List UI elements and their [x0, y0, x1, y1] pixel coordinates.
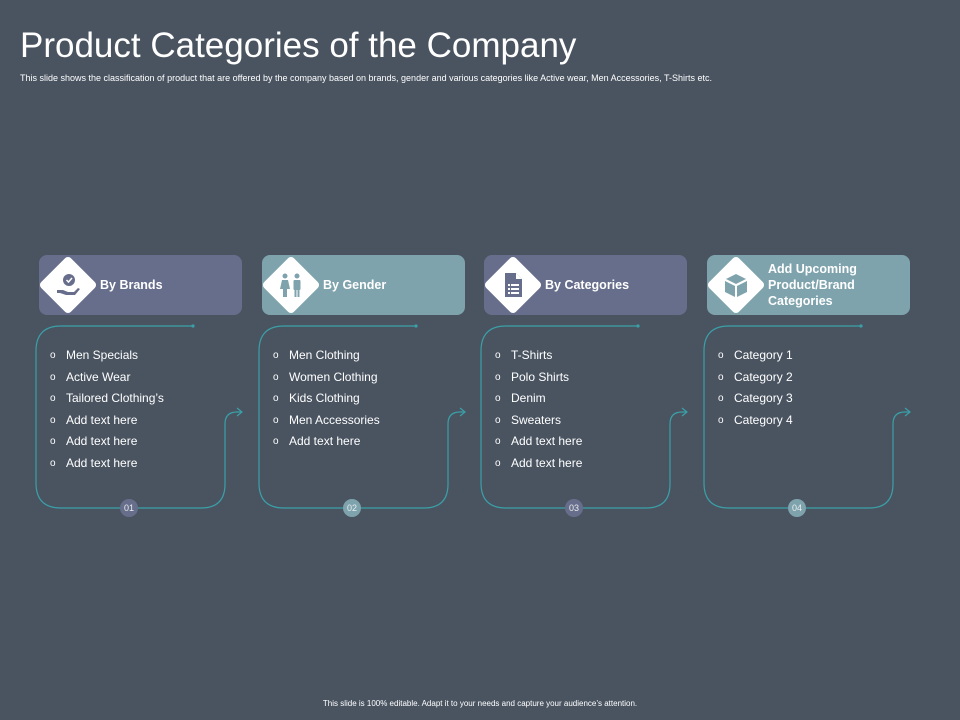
list-item: o Men Clothing: [273, 348, 380, 370]
step-number-badge: 03: [565, 499, 583, 517]
page-title: Product Categories of the Company: [20, 26, 577, 65]
bullet-icon: o: [50, 350, 56, 361]
bullet-icon: o: [495, 457, 501, 469]
bullet-icon: o: [50, 371, 56, 383]
list-item-text: Women Clothing: [289, 369, 378, 384]
list-item: o Women Clothing: [273, 370, 380, 392]
list-item: o Category 1: [718, 348, 793, 370]
bullet-icon: o: [718, 393, 724, 405]
category-title: By Gender: [323, 278, 387, 292]
list-item-text: Add text here: [511, 434, 583, 449]
bullet-icon: o: [718, 350, 724, 361]
list-item: o Men Accessories: [273, 413, 380, 435]
list-item-text: Active Wear: [66, 369, 131, 384]
category-item-list: o Category 1 o Category 2 o Category 3 o Catego…: [718, 348, 793, 434]
list-item-text: Polo Shirts: [511, 369, 570, 384]
step-number-badge: 01: [120, 499, 138, 517]
list-item-text: Add text here: [66, 455, 138, 470]
list-item-text: Add text here: [66, 412, 138, 427]
bullet-icon: o: [495, 414, 501, 426]
bullet-icon: o: [50, 436, 56, 448]
list-item: o Add text here: [495, 434, 582, 456]
list-item-text: Add text here: [289, 434, 361, 449]
bullet-icon: o: [495, 436, 501, 448]
bullet-icon: o: [50, 393, 56, 405]
bullet-icon: o: [718, 414, 724, 426]
list-item: o Tailored Clothing’s: [50, 391, 164, 413]
list-item-text: Category 2: [734, 369, 793, 384]
box-icon: [721, 270, 751, 300]
step-number-badge: 02: [343, 499, 361, 517]
category-column-3: By Categories o T-Shirts o Polo Shirts o Deni…: [480, 0, 704, 720]
list-item-text: Men Accessories: [289, 412, 380, 427]
list-item-text: Tailored Clothing’s: [66, 391, 164, 406]
bullet-icon: o: [495, 393, 501, 405]
category-title: By Categories: [545, 278, 630, 292]
bullet-icon: o: [50, 414, 56, 426]
list-item-text: Category 3: [734, 391, 793, 406]
list-item-text: Category 4: [734, 412, 793, 427]
list-item: o Men Specials: [50, 348, 164, 370]
category-header-card[interactable]: By Brands: [38, 255, 242, 315]
list-item-text: Sweaters: [511, 412, 562, 427]
list-item: o Category 4: [718, 413, 793, 435]
list-item-text: Kids Clothing: [289, 391, 360, 406]
category-title: Add Upcoming Product/Brand Categories: [768, 262, 857, 308]
list-item-text: Add text here: [511, 455, 583, 470]
page-subtitle: This slide shows the classification of p…: [20, 73, 713, 83]
bullet-icon: o: [273, 414, 279, 426]
list-item: o Add text here: [50, 413, 164, 435]
bullet-icon: o: [273, 350, 279, 361]
list-item: o T-Shirts: [495, 348, 582, 370]
bullet-icon: o: [495, 350, 501, 361]
footer-note: This slide is 100% editable. Adapt it to…: [322, 699, 638, 708]
category-item-list: o Men Specials o Active Wear o Tailored Cloth…: [50, 348, 164, 478]
list-item: o Kids Clothing: [273, 391, 380, 413]
list-item: o Polo Shirts: [495, 370, 582, 392]
list-item: o Sweaters: [495, 413, 582, 435]
man-woman-icon: [276, 270, 306, 300]
step-number-badge: 04: [788, 499, 806, 517]
category-item-list: o Men Clothing o Women Clothing o Kids Clothi…: [273, 348, 380, 456]
list-item-text: Category 1: [734, 348, 793, 362]
list-item: o Add text here: [495, 456, 582, 478]
bullet-icon: o: [50, 457, 56, 469]
list-item: o Category 2: [718, 370, 793, 392]
category-header-card[interactable]: By Categories: [483, 255, 687, 315]
list-item-text: T-Shirts: [511, 348, 553, 362]
bullet-icon: o: [273, 393, 279, 405]
category-column-2: By Gender o Men Clothing o Women Clothing o K…: [258, 0, 482, 720]
category-item-list: o T-Shirts o Polo Shirts o Denim o Sweaters o Add…: [495, 348, 582, 478]
hand-badge-icon: [53, 270, 83, 300]
bullet-icon: o: [273, 371, 279, 383]
list-item: o Add text here: [50, 456, 164, 478]
list-item-text: Men Specials: [66, 348, 139, 362]
list-item-text: Add text here: [66, 434, 138, 449]
category-header-card[interactable]: Add Upcoming Product/Brand Categories: [706, 255, 910, 315]
list-item: o Category 3: [718, 391, 793, 413]
bullet-icon: o: [273, 436, 279, 448]
list-item: o Add text here: [50, 434, 164, 456]
document-list-icon: [498, 270, 528, 300]
list-item-text: Denim: [511, 391, 546, 406]
category-column-1: By Brands o Men Specials o Active Wear o Tail…: [35, 0, 259, 720]
list-item: o Active Wear: [50, 370, 164, 392]
category-title: By Brands: [100, 278, 163, 292]
category-header-card[interactable]: By Gender: [261, 255, 465, 315]
bullet-icon: o: [495, 371, 501, 383]
list-item: o Add text here: [273, 434, 380, 456]
list-item: o Denim: [495, 391, 582, 413]
bullet-icon: o: [718, 371, 724, 383]
list-item-text: Men Clothing: [289, 348, 360, 362]
